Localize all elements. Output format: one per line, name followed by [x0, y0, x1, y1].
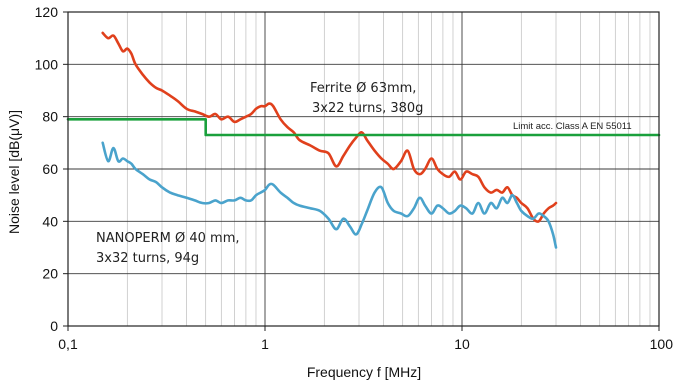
ferrite-annotation-line1: Ferrite Ø 63mm,: [310, 81, 416, 96]
series-layer: [66, 31, 661, 249]
major-gridlines: [67, 11, 660, 327]
x-tick-label: 10: [454, 336, 470, 352]
y-tick-label: 60: [42, 161, 58, 177]
x-axis-ticks: 0,1 1 10 100: [58, 326, 673, 352]
y-tick-label: 120: [35, 4, 59, 20]
x-tick-label: 0,1: [58, 336, 78, 352]
ferrite-annotation-line2: 3x22 turns, 380g: [312, 101, 423, 116]
x-tick-label: 1: [261, 336, 269, 352]
limit-line: [66, 118, 661, 137]
y-tick-label: 40: [42, 213, 58, 229]
x-axis-label: Frequency f [MHz]: [307, 364, 421, 380]
nanoperm-annotation-line2: 3x32 turns, 94g: [96, 251, 199, 266]
x-tick-label: 100: [650, 336, 674, 352]
limit-annotation: Limit acc. Class A EN 55011: [513, 121, 632, 132]
ferrite-curve: [101, 31, 558, 223]
y-tick-label: 0: [50, 318, 58, 334]
nanoperm-annotation-line1: NANOPERM Ø 40 mm,: [96, 231, 240, 246]
y-tick-label: 20: [42, 266, 58, 282]
y-tick-label: 80: [42, 109, 58, 125]
y-axis-ticks: 0 20 40 60 80 100 120: [35, 4, 68, 334]
y-tick-label: 100: [35, 56, 59, 72]
nanoperm-curve: [101, 141, 558, 249]
y-axis-label: Noise level [dB(μV)]: [6, 110, 22, 234]
